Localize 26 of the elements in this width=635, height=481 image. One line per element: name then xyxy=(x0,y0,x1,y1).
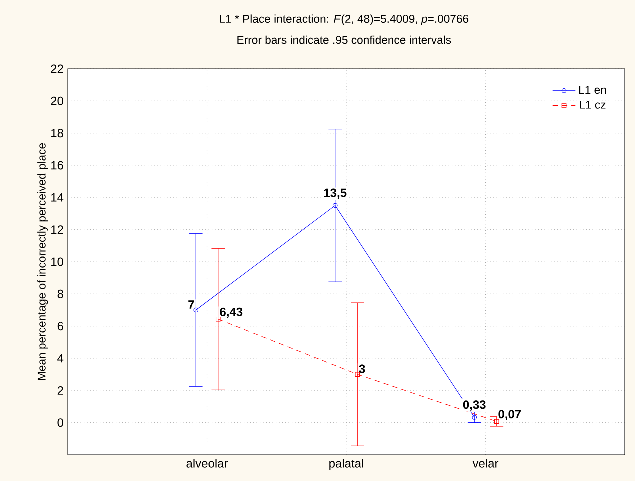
x-tick-label: velar xyxy=(472,459,499,468)
y-tick-label: 10 xyxy=(52,258,64,266)
chart-subtitle: Error bars indicate .95 confidence intervals xyxy=(238,36,452,44)
legend-label: L1 en xyxy=(579,86,606,94)
data-label: 7 xyxy=(188,300,194,309)
chart-title: L1 * Place interaction: F(2, 48)=5.4009, p=.00766 xyxy=(220,14,469,26)
y-tick-label: 4 xyxy=(58,354,64,363)
y-tick-label: 8 xyxy=(58,290,64,298)
y-axis-title: Mean percentage of incorrectly perceived place xyxy=(38,143,48,380)
y-tick-label: 20 xyxy=(51,96,64,106)
y-tick-label: 18 xyxy=(52,129,64,138)
data-label: 6,43 xyxy=(220,308,243,318)
data-label: 0,33 xyxy=(463,400,486,411)
data-label: 0,07 xyxy=(498,410,522,420)
y-tick-label: 2 xyxy=(58,386,64,395)
y-tick-label: 0 xyxy=(58,418,64,428)
y-tick-label: 16 xyxy=(52,161,64,170)
y-tick-label: 14 xyxy=(52,194,64,202)
legend-label: L1 cz xyxy=(580,101,606,109)
y-tick-label: 6 xyxy=(58,322,64,331)
y-tick-label: 12 xyxy=(52,226,64,234)
y-tick-label: 22 xyxy=(51,64,64,74)
x-tick-label: alveolar xyxy=(186,459,228,468)
data-label: 13,5 xyxy=(324,188,347,200)
x-tick-label: palatal xyxy=(330,459,364,470)
data-label: 3 xyxy=(359,364,366,374)
